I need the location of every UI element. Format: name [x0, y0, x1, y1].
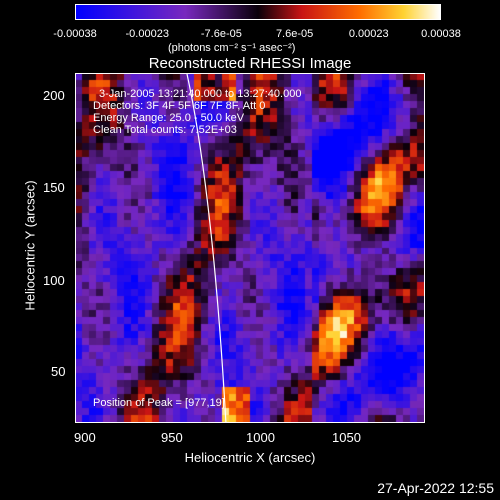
info-clean-counts: Clean Total counts: 7.52E+03	[93, 124, 237, 136]
colorbar-tick-label: 0.00023	[348, 28, 389, 40]
y-tick-label: 200	[43, 88, 65, 103]
colorbar-tick-label: 7.6e-05	[275, 28, 314, 40]
colorbar-tick-label: -7.6e-05	[200, 28, 242, 40]
render-timestamp: 27-Apr-2022 12:55	[377, 480, 494, 496]
plot-title: Reconstructed RHESSI Image	[148, 55, 352, 72]
solar-limb-overlay	[186, 74, 227, 422]
colorbar-tick-label: -0.00038	[53, 28, 97, 40]
y-tick-label: 50	[51, 364, 66, 379]
colorbar-tick-label: 0.00038	[421, 28, 461, 40]
peak-position-label: Position of Peak = [977,19]	[93, 397, 225, 409]
colorbar-units: (photons cm⁻² s⁻¹ asec⁻²)	[168, 42, 296, 54]
colorbar	[75, 4, 441, 20]
x-tick-label: 900	[74, 430, 96, 445]
info-detectors: Detectors: 3F 4F 5F 6F 7F 8F, Att 0	[93, 100, 266, 112]
image-frame	[75, 73, 425, 423]
y-axis-label: Heliocentric Y (arcsec)	[22, 180, 38, 311]
x-tick-label: 1050	[332, 430, 361, 445]
x-tick-label: 1000	[246, 430, 275, 445]
y-tick-label: 150	[43, 180, 65, 195]
y-tick-label: 100	[43, 273, 65, 288]
colorbar-tick-label: -0.00023	[125, 28, 169, 40]
info-energy-range: Energy Range: 25.0 - 50.0 keV	[93, 112, 245, 124]
x-axis-label: Heliocentric X (arcsec)	[184, 450, 316, 465]
solar-limb-curve	[186, 74, 227, 422]
rhessi-heatmap	[76, 74, 424, 422]
info-time-range: 3-Jan-2005 13:21:40.000 to 13:27:40.000	[99, 88, 302, 100]
x-tick-label: 950	[161, 430, 183, 445]
